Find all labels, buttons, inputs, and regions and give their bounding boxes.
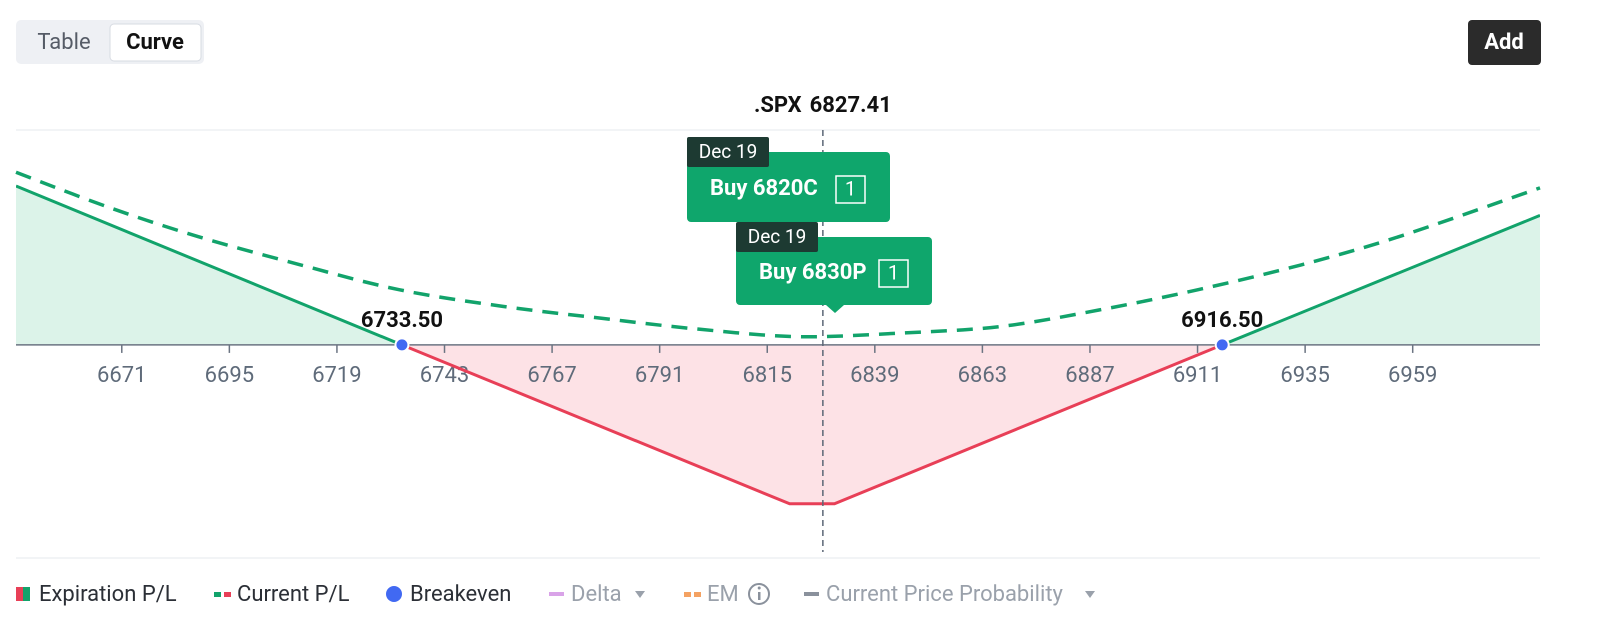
active-tab-bg	[109, 23, 202, 62]
legend-icon	[804, 592, 819, 596]
date-tag	[736, 222, 818, 252]
expiration-pl-line	[16, 184, 1540, 345]
legend-icon	[684, 592, 691, 597]
info-icon-bar	[758, 592, 761, 600]
position-tooltip: Dec 19 Buy 6820C 1	[687, 137, 890, 230]
legend-label[interactable]: Expiration P/L	[39, 582, 177, 607]
legend-icon	[694, 592, 701, 597]
breakeven-point	[394, 337, 410, 353]
date-tag	[687, 137, 769, 167]
x-tick-label: 6887	[1065, 363, 1114, 388]
plot: 6671 6695 6719 6743 6767 6791 6815 6839 6863 6887…	[15, 93, 1541, 559]
tooltip-box	[736, 237, 932, 305]
x-tick-label: 6815	[743, 363, 792, 388]
x-tick-label: 6791	[635, 363, 684, 388]
add-button[interactable]	[1468, 20, 1541, 65]
legend-label[interactable]: EM	[707, 582, 739, 607]
x-tick-label: 6839	[850, 363, 899, 388]
legend-icon	[23, 587, 30, 601]
legend-label[interactable]: Delta	[571, 582, 622, 607]
price: 6827.41	[810, 93, 892, 118]
dropdown-caret[interactable]	[1085, 591, 1095, 598]
legend-icon	[214, 592, 221, 597]
tooltip-pointer	[826, 305, 844, 313]
dropdown-caret[interactable]	[635, 591, 645, 598]
x-tick-label: 6671	[97, 363, 146, 388]
profit-area	[16, 186, 1540, 345]
tab-curve[interactable]: Curve	[126, 30, 184, 55]
legend-icon	[386, 586, 402, 602]
legend-label[interactable]: Breakeven	[410, 582, 511, 607]
x-tick-label: 6767	[527, 363, 576, 388]
legend-icon	[549, 592, 564, 596]
position-tooltip: Dec 19 Buy 6830P 1	[736, 222, 932, 313]
x-tick-label: 6935	[1280, 363, 1329, 388]
breakeven-label: 6733.50	[361, 308, 443, 333]
quantity-label: 1	[888, 260, 899, 284]
legend: Expiration P/L Current P/L Breakeven Del…	[16, 582, 1095, 607]
x-tick-label: 6863	[958, 363, 1007, 388]
ticker: .SPX	[754, 93, 802, 118]
quantity-label: 1	[845, 176, 856, 200]
expiration-pl-line	[397, 344, 1227, 506]
x-tick-label: 6719	[312, 363, 361, 388]
current-pl-line	[15, 170, 1541, 339]
loss-area	[401, 344, 1223, 504]
tab-table[interactable]: Table	[37, 30, 90, 55]
legend-label[interactable]: Current P/L	[237, 582, 350, 607]
tooltip-box	[687, 152, 890, 222]
legend-icon	[16, 587, 23, 601]
x-tick-label: 6743	[420, 363, 469, 388]
position-label: Buy 6830P	[759, 260, 867, 285]
breakeven-label: 6916.50	[1181, 308, 1263, 333]
quantity-box	[878, 259, 909, 288]
x-tick-label: 6959	[1388, 363, 1437, 388]
info-icon[interactable]	[748, 583, 770, 605]
x-tick-label: 6695	[205, 363, 254, 388]
current-price-label: .SPX 6827.41	[754, 93, 892, 118]
quantity-box	[835, 175, 866, 204]
legend-label[interactable]: Current Price Probability	[826, 582, 1064, 607]
info-icon-dot	[757, 586, 761, 590]
breakeven-point	[1214, 337, 1230, 353]
position-label: Buy 6820C	[710, 176, 818, 201]
date-tag-label: Dec 19	[699, 140, 758, 163]
add-button-label[interactable]: Add	[1484, 30, 1524, 55]
x-tick-label: 6911	[1173, 363, 1222, 388]
date-tag-label: Dec 19	[748, 225, 807, 248]
legend-icon	[224, 592, 231, 597]
